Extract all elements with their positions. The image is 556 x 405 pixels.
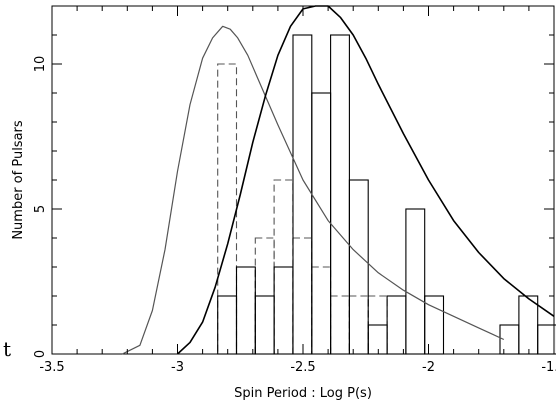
grey-curve — [122, 25, 505, 355]
stray-text: t — [3, 337, 11, 361]
x-tick-label-2: -2.5 — [290, 360, 315, 375]
x-tick-label-4: -1.5 — [541, 360, 556, 375]
y-tick-label-2: 10 — [33, 56, 48, 73]
solid-bar-10 — [405, 208, 426, 355]
solid-bar-11 — [424, 295, 445, 355]
solid-bar-17 — [537, 324, 556, 355]
dashed-bar-4 — [292, 237, 313, 355]
solid-bar-8 — [367, 324, 388, 355]
solid-bar-1 — [235, 266, 256, 355]
black-curve — [176, 5, 555, 355]
solid-bar-0 — [217, 295, 238, 355]
y-axis-label: Number of Pulsars — [11, 120, 26, 240]
solid-bar-4 — [292, 34, 313, 355]
x-tick-label-3: -2 — [422, 360, 435, 375]
fit-curves — [122, 5, 555, 355]
dashed-histogram — [217, 63, 388, 355]
solid-bar-2 — [254, 295, 275, 355]
y-tick-label-0: 0 — [33, 350, 48, 358]
solid-bar-16 — [518, 295, 539, 355]
axis-ticks — [51, 5, 555, 355]
x-tick-label-0: -3.5 — [39, 360, 64, 375]
solid-histogram — [217, 34, 556, 355]
dashed-bar-6 — [330, 295, 350, 355]
dashed-bar-1 — [235, 266, 256, 355]
x-axis-label: Spin Period : Log P(s) — [234, 386, 372, 401]
solid-bar-9 — [386, 295, 407, 355]
tick-labels: -3.5 -3 -2.5 -2 -1.5 0 5 10 — [33, 56, 556, 375]
dashed-bar-0 — [217, 63, 238, 355]
solid-bar-7 — [348, 179, 369, 355]
x-tick-label-1: -3 — [171, 360, 184, 375]
dashed-bar-5 — [311, 266, 332, 355]
solid-bar-5 — [311, 92, 332, 355]
solid-bar-3 — [273, 266, 294, 355]
solid-bar-6 — [330, 34, 350, 355]
dashed-bar-7 — [348, 295, 369, 355]
y-tick-label-1: 5 — [33, 205, 48, 213]
